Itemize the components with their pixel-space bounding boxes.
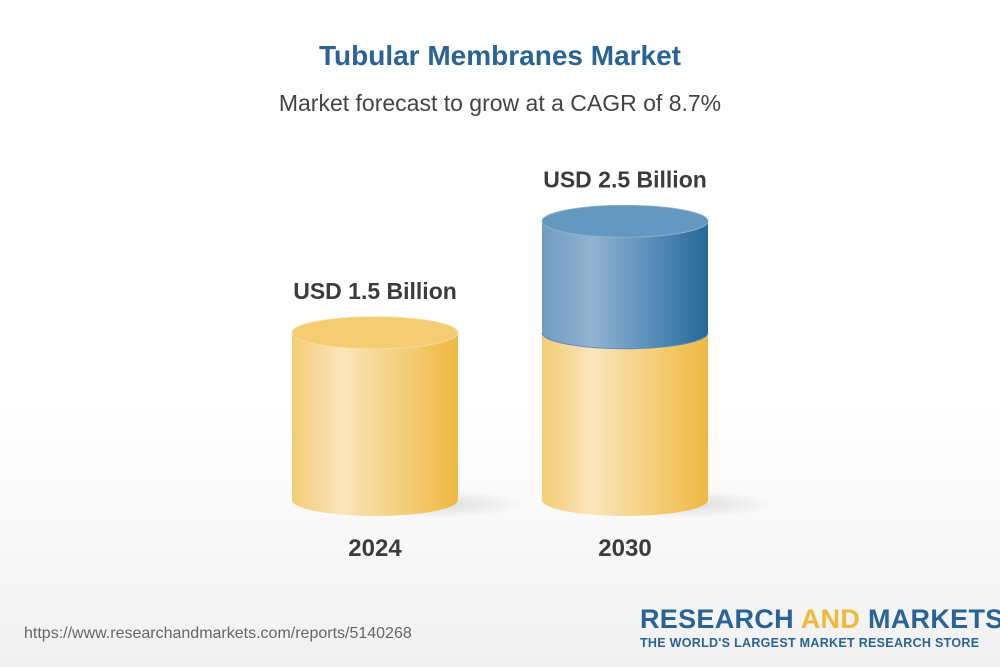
research-and-markets-logo: RESEARCH AND MARKETS THE WORLD'S LARGEST… [640, 604, 1000, 650]
logo-word-markets: MARKETS [867, 604, 1000, 634]
source-url[interactable]: https://www.researchandmarkets.com/repor… [24, 625, 412, 642]
cylinder-top-2024 [291, 316, 459, 350]
data-label: USD 2.5 Billion [543, 166, 707, 192]
x-tick-label: 2024 [348, 535, 402, 562]
chart-title: Tubular Membranes Market [318, 40, 682, 71]
x-tick-label: 2030 [598, 535, 651, 562]
cylinder-seam [541, 332, 709, 350]
logo-word-research: RESEARCH [640, 604, 794, 634]
cylinder-growth-2030 [542, 221, 708, 349]
chart-subtitle: Market forecast to grow at a CAGR of 8.7… [278, 90, 722, 116]
cylinder-base-2030 [542, 332, 708, 516]
cylinder-top-2030 [541, 204, 709, 238]
logo-word-and: AND [800, 604, 861, 634]
cylinder-base-2024 [292, 332, 458, 516]
data-label: USD 1.5 Billion [293, 278, 457, 304]
cylinder-chart: USD 1.5 Billion 2024 USD 2.5 Billion 2030 [291, 166, 775, 562]
logo-tagline: THE WORLD'S LARGEST MARKET RESEARCH STOR… [640, 636, 980, 650]
